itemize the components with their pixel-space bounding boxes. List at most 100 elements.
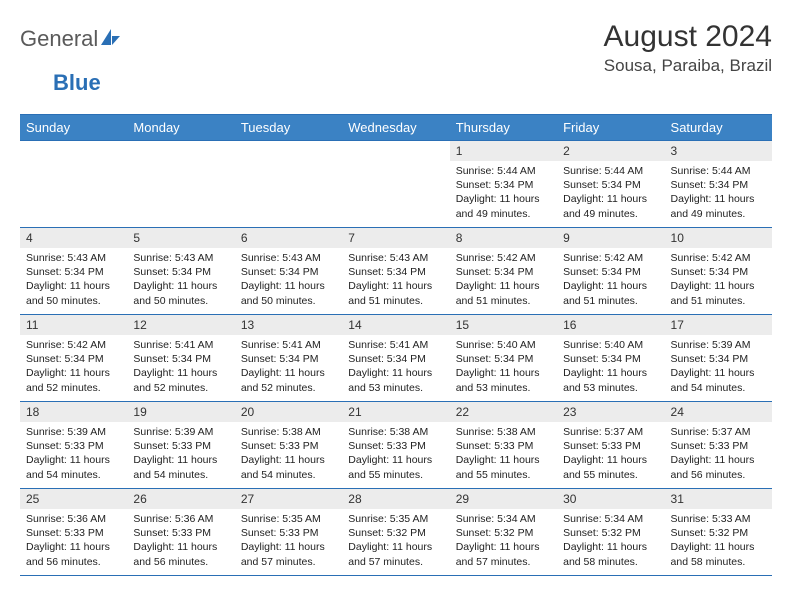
- calendar-day-cell: 18Sunrise: 5:39 AMSunset: 5:33 PMDayligh…: [20, 402, 127, 489]
- location-text: Sousa, Paraiba, Brazil: [604, 56, 772, 76]
- calendar-table: SundayMondayTuesdayWednesdayThursdayFrid…: [20, 114, 772, 576]
- calendar-day-cell: [127, 141, 234, 228]
- day-number: 31: [665, 489, 772, 509]
- day-info: Sunrise: 5:42 AMSunset: 5:34 PMDaylight:…: [20, 335, 127, 401]
- calendar-day-cell: 29Sunrise: 5:34 AMSunset: 5:32 PMDayligh…: [450, 489, 557, 576]
- day-info: [127, 161, 234, 170]
- day-info: Sunrise: 5:44 AMSunset: 5:34 PMDaylight:…: [665, 161, 772, 227]
- logo-text-1: General: [20, 26, 98, 52]
- day-number: 18: [20, 402, 127, 422]
- day-number: 26: [127, 489, 234, 509]
- weekday-header-row: SundayMondayTuesdayWednesdayThursdayFrid…: [20, 115, 772, 141]
- weekday-header: Monday: [127, 115, 234, 141]
- day-info: Sunrise: 5:38 AMSunset: 5:33 PMDaylight:…: [235, 422, 342, 488]
- calendar-day-cell: 31Sunrise: 5:33 AMSunset: 5:32 PMDayligh…: [665, 489, 772, 576]
- day-info: Sunrise: 5:42 AMSunset: 5:34 PMDaylight:…: [557, 248, 664, 314]
- day-info: Sunrise: 5:40 AMSunset: 5:34 PMDaylight:…: [450, 335, 557, 401]
- day-number: 9: [557, 228, 664, 248]
- day-number: [127, 141, 234, 161]
- page-title: August 2024: [604, 20, 772, 54]
- day-info: Sunrise: 5:44 AMSunset: 5:34 PMDaylight:…: [557, 161, 664, 227]
- day-info: Sunrise: 5:43 AMSunset: 5:34 PMDaylight:…: [342, 248, 449, 314]
- calendar-body: 1Sunrise: 5:44 AMSunset: 5:34 PMDaylight…: [20, 141, 772, 576]
- day-number: 19: [127, 402, 234, 422]
- day-number: 10: [665, 228, 772, 248]
- day-number: 7: [342, 228, 449, 248]
- day-info: Sunrise: 5:41 AMSunset: 5:34 PMDaylight:…: [342, 335, 449, 401]
- calendar-day-cell: [342, 141, 449, 228]
- calendar-day-cell: 12Sunrise: 5:41 AMSunset: 5:34 PMDayligh…: [127, 315, 234, 402]
- day-info: Sunrise: 5:41 AMSunset: 5:34 PMDaylight:…: [127, 335, 234, 401]
- day-info: Sunrise: 5:36 AMSunset: 5:33 PMDaylight:…: [20, 509, 127, 575]
- calendar-day-cell: [235, 141, 342, 228]
- day-info: [235, 161, 342, 170]
- day-number: 16: [557, 315, 664, 335]
- logo-sail-icon: [100, 27, 122, 52]
- calendar-day-cell: 15Sunrise: 5:40 AMSunset: 5:34 PMDayligh…: [450, 315, 557, 402]
- day-info: Sunrise: 5:44 AMSunset: 5:34 PMDaylight:…: [450, 161, 557, 227]
- day-number: [342, 141, 449, 161]
- calendar-day-cell: 14Sunrise: 5:41 AMSunset: 5:34 PMDayligh…: [342, 315, 449, 402]
- day-info: Sunrise: 5:37 AMSunset: 5:33 PMDaylight:…: [557, 422, 664, 488]
- calendar-day-cell: 1Sunrise: 5:44 AMSunset: 5:34 PMDaylight…: [450, 141, 557, 228]
- day-number: 28: [342, 489, 449, 509]
- day-info: Sunrise: 5:34 AMSunset: 5:32 PMDaylight:…: [450, 509, 557, 575]
- logo: General: [20, 26, 122, 52]
- day-info: [20, 161, 127, 170]
- calendar-day-cell: 25Sunrise: 5:36 AMSunset: 5:33 PMDayligh…: [20, 489, 127, 576]
- day-number: 30: [557, 489, 664, 509]
- calendar-day-cell: 4Sunrise: 5:43 AMSunset: 5:34 PMDaylight…: [20, 228, 127, 315]
- weekday-header: Friday: [557, 115, 664, 141]
- calendar-day-cell: 17Sunrise: 5:39 AMSunset: 5:34 PMDayligh…: [665, 315, 772, 402]
- weekday-header: Thursday: [450, 115, 557, 141]
- day-info: Sunrise: 5:43 AMSunset: 5:34 PMDaylight:…: [127, 248, 234, 314]
- day-info: Sunrise: 5:41 AMSunset: 5:34 PMDaylight:…: [235, 335, 342, 401]
- calendar-day-cell: 2Sunrise: 5:44 AMSunset: 5:34 PMDaylight…: [557, 141, 664, 228]
- calendar-day-cell: [20, 141, 127, 228]
- day-info: Sunrise: 5:42 AMSunset: 5:34 PMDaylight:…: [665, 248, 772, 314]
- day-info: Sunrise: 5:35 AMSunset: 5:32 PMDaylight:…: [342, 509, 449, 575]
- day-number: 12: [127, 315, 234, 335]
- weekday-header: Saturday: [665, 115, 772, 141]
- day-number: 20: [235, 402, 342, 422]
- day-number: 1: [450, 141, 557, 161]
- day-info: Sunrise: 5:36 AMSunset: 5:33 PMDaylight:…: [127, 509, 234, 575]
- day-info: Sunrise: 5:35 AMSunset: 5:33 PMDaylight:…: [235, 509, 342, 575]
- calendar-week-row: 18Sunrise: 5:39 AMSunset: 5:33 PMDayligh…: [20, 402, 772, 489]
- day-number: 23: [557, 402, 664, 422]
- day-number: 4: [20, 228, 127, 248]
- calendar-week-row: 11Sunrise: 5:42 AMSunset: 5:34 PMDayligh…: [20, 315, 772, 402]
- day-number: 17: [665, 315, 772, 335]
- weekday-header: Wednesday: [342, 115, 449, 141]
- calendar-week-row: 25Sunrise: 5:36 AMSunset: 5:33 PMDayligh…: [20, 489, 772, 576]
- calendar-day-cell: 6Sunrise: 5:43 AMSunset: 5:34 PMDaylight…: [235, 228, 342, 315]
- calendar-week-row: 1Sunrise: 5:44 AMSunset: 5:34 PMDaylight…: [20, 141, 772, 228]
- day-number: 24: [665, 402, 772, 422]
- day-number: 2: [557, 141, 664, 161]
- calendar-day-cell: 3Sunrise: 5:44 AMSunset: 5:34 PMDaylight…: [665, 141, 772, 228]
- calendar-day-cell: 13Sunrise: 5:41 AMSunset: 5:34 PMDayligh…: [235, 315, 342, 402]
- header: General August 2024 Sousa, Paraiba, Braz…: [20, 20, 772, 76]
- calendar-day-cell: 11Sunrise: 5:42 AMSunset: 5:34 PMDayligh…: [20, 315, 127, 402]
- calendar-day-cell: 19Sunrise: 5:39 AMSunset: 5:33 PMDayligh…: [127, 402, 234, 489]
- calendar-day-cell: 26Sunrise: 5:36 AMSunset: 5:33 PMDayligh…: [127, 489, 234, 576]
- day-number: 13: [235, 315, 342, 335]
- title-block: August 2024 Sousa, Paraiba, Brazil: [604, 20, 772, 76]
- day-number: 22: [450, 402, 557, 422]
- weekday-header: Sunday: [20, 115, 127, 141]
- day-number: 6: [235, 228, 342, 248]
- calendar-day-cell: 8Sunrise: 5:42 AMSunset: 5:34 PMDaylight…: [450, 228, 557, 315]
- day-info: Sunrise: 5:43 AMSunset: 5:34 PMDaylight:…: [235, 248, 342, 314]
- day-info: Sunrise: 5:40 AMSunset: 5:34 PMDaylight:…: [557, 335, 664, 401]
- day-info: Sunrise: 5:33 AMSunset: 5:32 PMDaylight:…: [665, 509, 772, 575]
- day-number: 3: [665, 141, 772, 161]
- weekday-header: Tuesday: [235, 115, 342, 141]
- day-number: [20, 141, 127, 161]
- day-number: 5: [127, 228, 234, 248]
- day-info: Sunrise: 5:37 AMSunset: 5:33 PMDaylight:…: [665, 422, 772, 488]
- day-info: Sunrise: 5:34 AMSunset: 5:32 PMDaylight:…: [557, 509, 664, 575]
- calendar-day-cell: 20Sunrise: 5:38 AMSunset: 5:33 PMDayligh…: [235, 402, 342, 489]
- day-number: 14: [342, 315, 449, 335]
- calendar-day-cell: 21Sunrise: 5:38 AMSunset: 5:33 PMDayligh…: [342, 402, 449, 489]
- calendar-day-cell: 24Sunrise: 5:37 AMSunset: 5:33 PMDayligh…: [665, 402, 772, 489]
